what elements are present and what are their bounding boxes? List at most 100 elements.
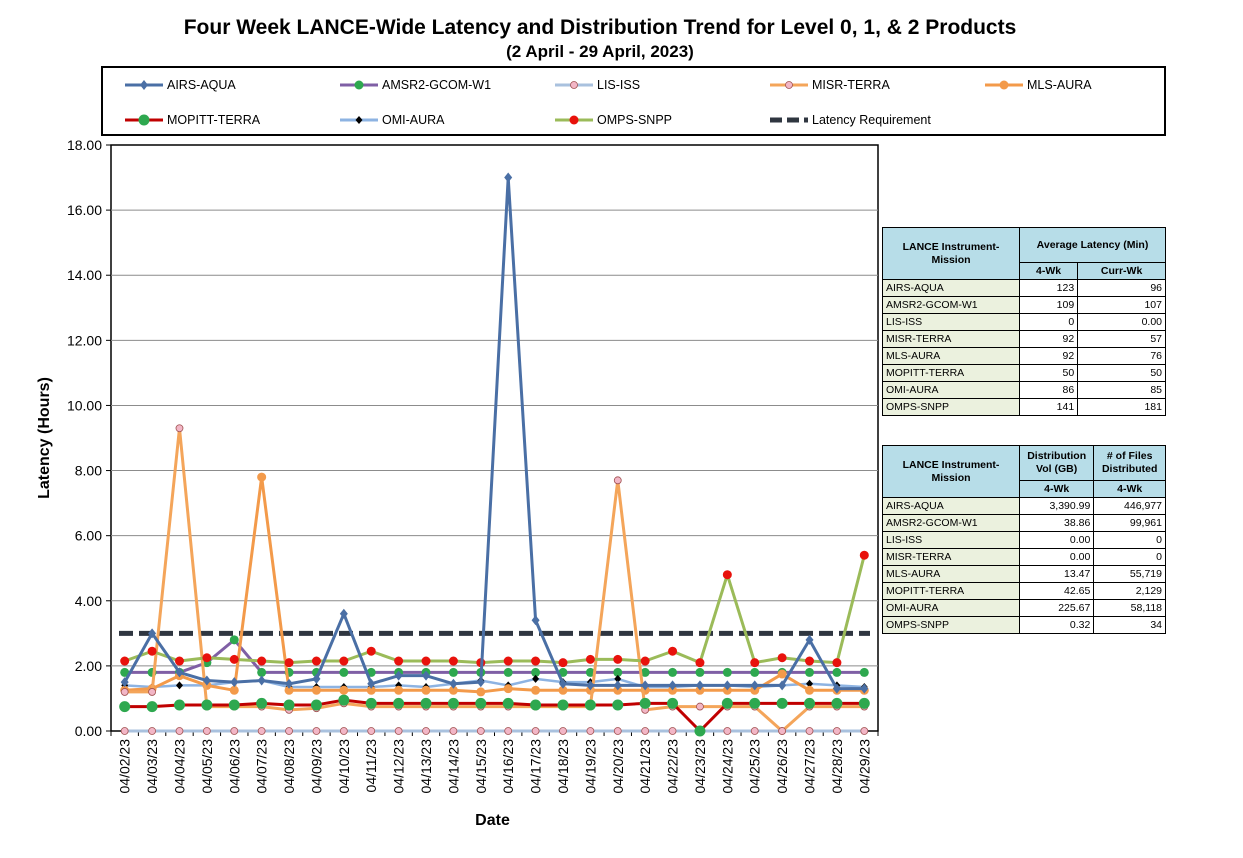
- omps-snpp-point: [174, 656, 184, 666]
- mls-aura-point: [805, 685, 815, 695]
- omps-snpp-point: [339, 656, 349, 666]
- distribution-table-row: MISR-TERRA 0.00 0: [882, 548, 1166, 566]
- legend-label-misr-terra: MISR-TERRA: [812, 78, 890, 92]
- x-tick-label: 04/06/23: [226, 739, 242, 794]
- x-tick-label: 04/14/23: [445, 739, 461, 794]
- omi-aura-point: [355, 116, 363, 124]
- airs-aqua-point: [668, 680, 677, 691]
- mopitt-terra-point: [146, 701, 158, 713]
- y-tick-label: 10.00: [67, 397, 102, 413]
- mls-aura-point: [476, 687, 486, 697]
- distribution-table-cell: 225.67: [1018, 599, 1095, 617]
- airs-aqua-point: [476, 677, 485, 688]
- omps-snpp-point: [558, 658, 568, 668]
- latency-table-cell: 181: [1077, 398, 1166, 416]
- omps-snpp-point: [147, 646, 157, 656]
- latency-table-row: MOPITT-TERRA 50 50: [882, 364, 1166, 382]
- latency-table-row: LIS-ISS 0 0.00: [882, 313, 1166, 331]
- lis-iss-point: [504, 727, 513, 735]
- latency-table-cell: 86: [1018, 381, 1079, 399]
- omps-snpp-point: [750, 658, 760, 668]
- legend: AIRS-AQUA AMSR2-GCOM-W1 LIS-ISS MISR-TERRA M…: [101, 66, 1166, 136]
- amsr2-gcom-w1-point: [257, 667, 267, 677]
- mopitt-terra-point: [502, 697, 514, 709]
- y-tick-label: 8.00: [75, 463, 102, 479]
- misr-terra-point: [696, 702, 704, 711]
- legend-item-mopitt-terra: MOPITT-TERRA: [123, 111, 260, 129]
- legend-item-latency-requirement: Latency Requirement: [768, 111, 931, 129]
- omps-snpp-point: [613, 654, 623, 664]
- amsr2-gcom-w1-point: [585, 667, 595, 677]
- airs-aqua-point: [175, 667, 184, 678]
- airs-aqua-point: [613, 680, 622, 691]
- lis-iss-point: [394, 727, 403, 735]
- legend-label-latency-requirement: Latency Requirement: [812, 113, 931, 127]
- misr-terra-point: [785, 81, 793, 89]
- latency-table-cell: MLS-AURA: [882, 347, 1020, 365]
- x-tick-label: 04/17/23: [528, 739, 544, 794]
- x-tick-label: 04/22/23: [665, 739, 681, 794]
- distribution-table-col-vol-4wk: 4-Wk: [1018, 480, 1095, 498]
- mls-aura-line: [124, 475, 865, 694]
- airs-aqua-point: [860, 683, 869, 694]
- x-tick-label: 04/10/23: [336, 739, 352, 794]
- mopitt-terra-point: [138, 114, 150, 126]
- omps-snpp-point: [832, 658, 842, 668]
- distribution-table-col-files-4wk: 4-Wk: [1093, 480, 1166, 498]
- lis-iss-point: [449, 727, 458, 735]
- omps-snpp-point: [569, 115, 579, 125]
- distribution-table-row: AMSR2-GCOM-W1 38.86 99,961: [882, 514, 1166, 532]
- mopitt-terra-line: [124, 698, 865, 733]
- amsr2-gcom-w1-point: [229, 635, 239, 645]
- distribution-table-cell: 13.47: [1018, 565, 1095, 583]
- legend-item-omi-aura: OMI-AURA: [338, 111, 445, 129]
- amsr2-gcom-w1-point: [503, 667, 513, 677]
- airs-aqua-point: [312, 673, 321, 684]
- series-amsr2-gcom-w1: [120, 635, 869, 677]
- mopitt-terra-point: [393, 697, 405, 709]
- lis-iss-point: [230, 727, 239, 735]
- x-tick-label: 04/11/23: [363, 739, 379, 793]
- airs-aqua-point: [394, 670, 403, 681]
- omps-snpp-point: [202, 653, 212, 663]
- mopitt-terra-point: [173, 699, 185, 711]
- latency-table-cell: 109: [1018, 296, 1079, 314]
- mopitt-terra-point: [721, 697, 733, 709]
- latency-table-cell: OMI-AURA: [882, 381, 1020, 399]
- omps-snpp-point: [366, 646, 376, 656]
- amsr2-gcom-w1-point: [339, 667, 349, 677]
- latency-table-row: OMPS-SNPP 141 181: [882, 398, 1166, 416]
- legend-label-omps-snpp: OMPS-SNPP: [597, 113, 673, 127]
- airs-aqua-point: [723, 680, 732, 691]
- airs-aqua-point: [367, 678, 376, 689]
- latency-table-cell: 107: [1077, 296, 1166, 314]
- airs-aqua-point: [641, 680, 650, 691]
- latency-table-cell: 57: [1077, 330, 1166, 348]
- x-tick-label: 04/26/23: [774, 739, 790, 794]
- legend-label-lis-iss: LIS-ISS: [597, 78, 641, 92]
- legend-label-amsr2-gcom-w1: AMSR2-GCOM-W1: [382, 78, 492, 92]
- mls-aura-point: [284, 685, 294, 695]
- legend-swatch-omps-snpp: [555, 115, 593, 125]
- omps-snpp-point: [695, 658, 705, 668]
- mopitt-terra-point: [749, 697, 761, 709]
- y-tick-label: 6.00: [75, 528, 102, 544]
- x-tick-label: 04/28/23: [829, 739, 845, 794]
- distribution-table-cell: AMSR2-GCOM-W1: [882, 514, 1020, 532]
- legend-item-amsr2-gcom-w1: AMSR2-GCOM-W1: [338, 76, 491, 94]
- omps-snpp-point: [284, 658, 294, 668]
- lis-iss-point: [641, 727, 650, 735]
- y-axis-label: Latency (Hours): [36, 377, 53, 499]
- legend-item-mls-aura: MLS-AURA: [983, 76, 1092, 94]
- lis-iss-point: [833, 727, 841, 735]
- mls-aura-point: [558, 685, 568, 695]
- latency-table: LANCE Instrument-Mission Average Latency…: [882, 227, 1166, 416]
- latency-table-cell: 50: [1077, 364, 1166, 382]
- mopitt-terra-point: [475, 697, 487, 709]
- x-tick-label: 04/08/23: [281, 739, 297, 794]
- amsr2-gcom-w1-point: [722, 667, 732, 677]
- omps-snpp-point: [668, 646, 678, 656]
- airs-aqua-point: [230, 677, 239, 688]
- lis-iss-point: [367, 727, 376, 735]
- omps-snpp-point: [394, 656, 404, 666]
